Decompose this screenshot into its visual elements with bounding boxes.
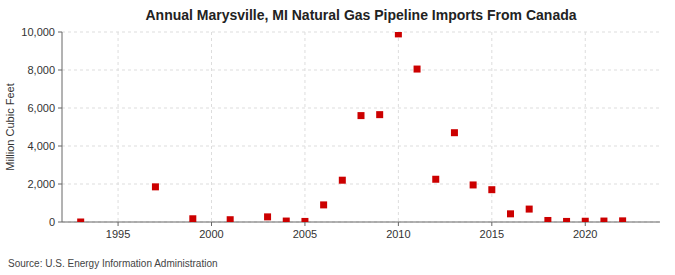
grid-line-y	[62, 184, 660, 185]
point	[414, 66, 421, 73]
point	[376, 111, 383, 118]
annotation: Source: U.S. Energy Information Administ…	[8, 258, 218, 269]
point	[395, 32, 402, 37]
tick-label-y: 2,000	[27, 178, 55, 190]
tick-label-y: 8,000	[27, 64, 55, 76]
grid-line-y	[62, 32, 660, 33]
grid-line-x	[585, 32, 586, 222]
point	[264, 213, 271, 220]
tick-label-x: 2020	[573, 228, 597, 240]
point	[301, 218, 308, 222]
tick-label-x: 2000	[199, 228, 223, 240]
tick-x	[304, 222, 305, 226]
tick-label-y: 0	[49, 216, 55, 228]
point	[507, 210, 514, 217]
point	[488, 186, 495, 193]
tick-label-x: 2015	[480, 228, 504, 240]
points	[77, 32, 626, 222]
grid	[62, 32, 660, 222]
tick-y	[58, 32, 62, 33]
tick-y	[58, 184, 62, 185]
tick-y	[58, 70, 62, 71]
point	[358, 112, 365, 119]
tick-x	[118, 222, 119, 226]
point	[283, 218, 290, 222]
point	[451, 129, 458, 136]
point	[600, 218, 607, 222]
tick-label-x: 1995	[106, 228, 130, 240]
point	[470, 181, 477, 188]
tick-label-y: 6,000	[27, 102, 55, 114]
chart: 0 2,000 4,000 6,000 8,000 10,000 1995 2000 2005 2…	[0, 0, 675, 275]
point	[432, 176, 439, 183]
tick-label-y: 4,000	[27, 140, 55, 152]
grid-line-x	[118, 32, 119, 222]
grid-line-y	[62, 108, 660, 109]
grid-line-x	[211, 32, 212, 222]
tick-label-x: 2005	[293, 228, 317, 240]
title: Annual Marysville, MI Natural Gas Pipeli…	[146, 7, 577, 23]
point	[339, 177, 346, 184]
x-axis-line	[62, 222, 660, 223]
grid-line-x	[491, 32, 492, 222]
point	[77, 219, 84, 223]
grid-line-x	[398, 32, 399, 222]
grid-line-y	[62, 146, 660, 147]
grid-line-y	[62, 70, 660, 71]
point	[227, 216, 234, 222]
tick-x	[585, 222, 586, 226]
point	[544, 217, 551, 222]
point	[582, 218, 589, 222]
tick-y	[58, 108, 62, 109]
tick-label-x: 2010	[386, 228, 410, 240]
tick-x	[398, 222, 399, 226]
point	[152, 183, 159, 190]
tick-y	[58, 222, 62, 223]
tick-x	[211, 222, 212, 226]
grid-line-x	[304, 32, 305, 222]
y-axis-line	[62, 32, 63, 222]
point	[563, 218, 570, 222]
point	[189, 215, 196, 222]
tick-label-y: 10,000	[21, 26, 55, 38]
y-axis-label: Million Cubic Feet	[4, 83, 16, 170]
tick-y	[58, 146, 62, 147]
tick-x	[491, 222, 492, 226]
point	[619, 217, 626, 222]
grid-line-y	[62, 222, 660, 223]
axes: 0 2,000 4,000 6,000 8,000 10,000 1995 2000 2005 2…	[21, 26, 660, 240]
point	[320, 201, 327, 208]
point	[526, 206, 533, 213]
